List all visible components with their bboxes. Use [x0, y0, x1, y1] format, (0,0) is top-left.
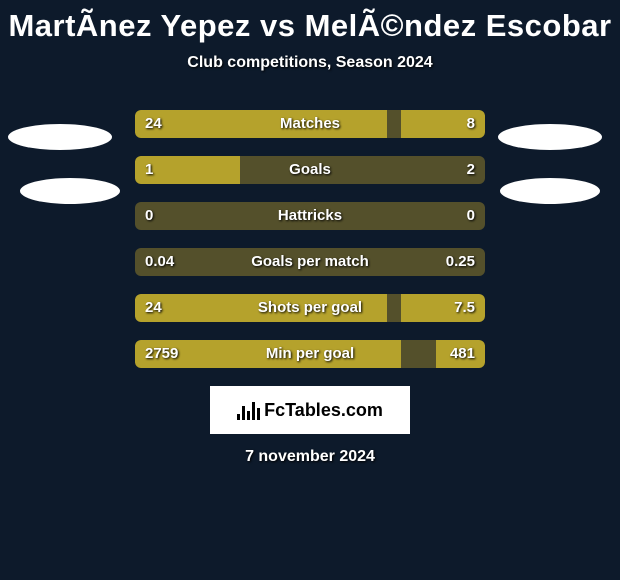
stat-row: 0.040.25Goals per match	[135, 248, 485, 276]
bar-track	[135, 202, 485, 230]
value-left: 1	[145, 156, 153, 184]
value-right: 2	[467, 156, 475, 184]
value-left: 0.04	[145, 248, 174, 276]
value-right: 8	[467, 110, 475, 138]
stat-row: 248Matches	[135, 110, 485, 138]
bar-track	[135, 340, 485, 368]
subtitle: Club competitions, Season 2024	[0, 54, 620, 72]
value-left: 24	[145, 110, 162, 138]
stat-row: 247.5Shots per goal	[135, 294, 485, 322]
value-right: 7.5	[454, 294, 475, 322]
value-right: 481	[450, 340, 475, 368]
logo-label: FcTables.com	[264, 400, 383, 421]
stat-row: 12Goals	[135, 156, 485, 184]
stat-row: 2759481Min per goal	[135, 340, 485, 368]
bar-left	[135, 294, 387, 322]
decoration-ellipse	[20, 178, 120, 204]
bar-track	[135, 156, 485, 184]
bar-track	[135, 248, 485, 276]
bar-left	[135, 110, 387, 138]
decoration-ellipse	[500, 178, 600, 204]
stat-row: 00Hattricks	[135, 202, 485, 230]
page-title: MartÃ­nez Yepez vs MelÃ©ndez Escobar	[0, 0, 620, 44]
site-logo: FcTables.com	[237, 400, 383, 421]
decoration-ellipse	[498, 124, 602, 150]
bars-icon	[237, 400, 260, 420]
value-left: 0	[145, 202, 153, 230]
value-right: 0	[467, 202, 475, 230]
value-left: 24	[145, 294, 162, 322]
decoration-ellipse	[8, 124, 112, 150]
bar-track	[135, 110, 485, 138]
logo-box: FcTables.com	[210, 386, 410, 434]
value-left: 2759	[145, 340, 178, 368]
bar-track	[135, 294, 485, 322]
date-label: 7 november 2024	[0, 448, 620, 466]
value-right: 0.25	[446, 248, 475, 276]
